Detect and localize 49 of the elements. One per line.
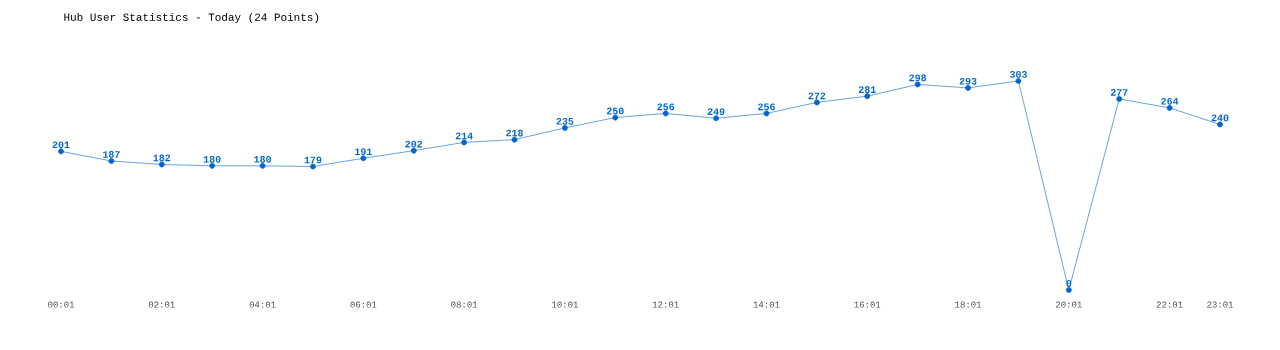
x-tick-label: 20:01 bbox=[1056, 301, 1082, 308]
data-label: 293 bbox=[959, 77, 977, 85]
point bbox=[1116, 96, 1123, 102]
data-label: 240 bbox=[1211, 114, 1229, 122]
data-label: 256 bbox=[657, 103, 675, 111]
data-label: 264 bbox=[1161, 97, 1179, 105]
data-label: 256 bbox=[758, 103, 775, 111]
data-label: 214 bbox=[455, 132, 473, 140]
point bbox=[713, 115, 719, 122]
x-tick-label: 16:01 bbox=[854, 301, 881, 308]
data-label: 272 bbox=[808, 92, 826, 100]
data-label: 202 bbox=[405, 140, 423, 148]
x-tick-label: 00:01 bbox=[48, 301, 75, 308]
data-label: 218 bbox=[506, 129, 523, 137]
point bbox=[1015, 78, 1022, 84]
data-label: 191 bbox=[355, 148, 372, 156]
data-label: 179 bbox=[304, 156, 322, 164]
data-label: 235 bbox=[556, 117, 574, 125]
x-tick-label: 06:01 bbox=[350, 301, 377, 308]
point bbox=[360, 155, 367, 162]
data-label: 250 bbox=[606, 107, 624, 115]
data-label: 281 bbox=[858, 86, 876, 93]
data-label: 201 bbox=[52, 141, 70, 149]
x-tick-label: 18:01 bbox=[955, 301, 982, 308]
point bbox=[58, 148, 64, 155]
data-label: 180 bbox=[254, 155, 271, 163]
chart-title: Hub User Statistics - Today (24 Points) bbox=[64, 12, 319, 24]
point bbox=[562, 125, 568, 131]
x-tick-label: 12:01 bbox=[652, 301, 679, 308]
data-label: 277 bbox=[1110, 89, 1128, 96]
x-tick-label: 22:01 bbox=[1156, 301, 1183, 308]
data-label: 180 bbox=[203, 155, 221, 163]
x-tick-label: 08:01 bbox=[451, 301, 478, 308]
data-label: 0 bbox=[1066, 280, 1072, 287]
point bbox=[864, 93, 871, 100]
data-label: 303 bbox=[1009, 71, 1027, 78]
x-tick-label: 23:01 bbox=[1207, 301, 1234, 308]
data-label: 298 bbox=[909, 74, 927, 82]
data-label: 182 bbox=[153, 154, 171, 162]
x-tick-label: 04:01 bbox=[249, 301, 276, 308]
data-label: 249 bbox=[707, 108, 725, 116]
x-tick-label: 02:01 bbox=[148, 301, 175, 308]
data-label: 187 bbox=[103, 151, 120, 158]
x-tick-label: 10:01 bbox=[552, 301, 578, 308]
point bbox=[1065, 287, 1072, 293]
x-tick-label: 14:01 bbox=[753, 301, 780, 308]
point bbox=[108, 158, 115, 164]
point bbox=[1166, 105, 1173, 111]
point bbox=[965, 85, 971, 91]
